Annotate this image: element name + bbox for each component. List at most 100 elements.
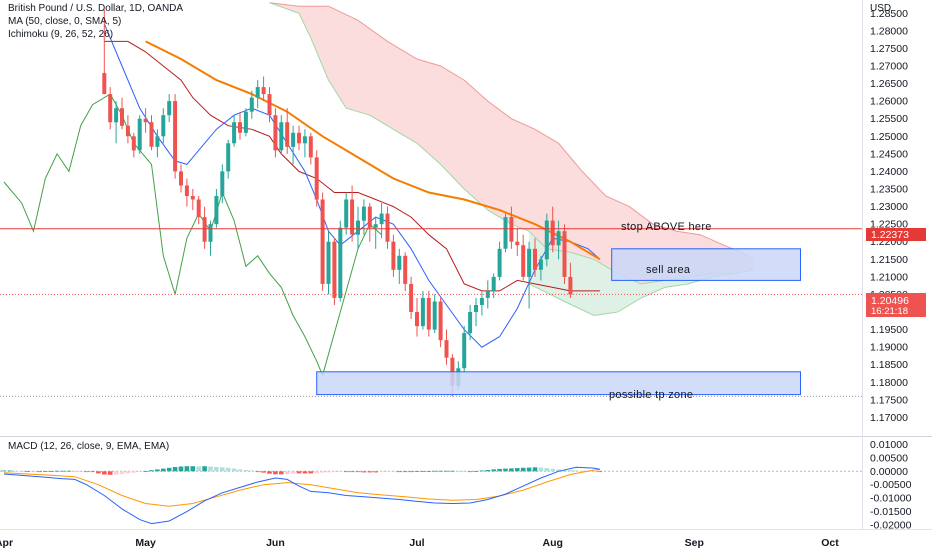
price-tick-label: 1.19500 xyxy=(870,324,908,336)
macd-histogram-bar xyxy=(19,471,24,472)
candle-body xyxy=(338,227,343,298)
price-tick-label: 1.27500 xyxy=(870,43,908,55)
stop-price-text: 1.22373 xyxy=(871,229,909,241)
currency-label: USD xyxy=(870,3,891,14)
macd-histogram-bar xyxy=(408,471,414,473)
macd-histogram-bar xyxy=(166,467,172,472)
macd-histogram-bar xyxy=(355,471,361,473)
macd-legend[interactable]: MACD (12, 26, close, 9, EMA, EMA) xyxy=(8,441,169,452)
macd-histogram-bar xyxy=(574,470,579,472)
macd-histogram-bar xyxy=(54,470,60,472)
macd-histogram-bar xyxy=(84,471,89,473)
time-tick-label: Aug xyxy=(542,537,562,549)
ma-legend[interactable]: MA (50, close, 0, SMA, 5) xyxy=(8,16,121,27)
time-tick-label: May xyxy=(135,537,156,549)
candle-body xyxy=(102,73,107,95)
candle-body xyxy=(556,231,561,246)
candle-body xyxy=(538,259,543,270)
candle-body xyxy=(391,241,396,270)
macd-histogram-bar xyxy=(343,471,349,473)
macd-histogram-bar xyxy=(420,471,426,472)
ichimoku-legend[interactable]: Ichimoku (9, 26, 52, 26) xyxy=(8,29,113,40)
macd-histogram-bar xyxy=(515,468,520,472)
candle-body xyxy=(285,122,290,147)
candle-body xyxy=(503,217,508,249)
macd-histogram-bar xyxy=(332,471,337,473)
candle-body xyxy=(226,143,231,172)
macd-histogram-bar xyxy=(208,466,213,472)
macd-histogram-bar xyxy=(102,471,107,475)
macd-histogram-bar xyxy=(556,469,561,472)
macd-histogram-bar xyxy=(1,470,7,472)
macd-histogram-bar xyxy=(107,471,113,475)
sell-annotation: sell area xyxy=(646,264,691,276)
price-tick-label: 1.25500 xyxy=(870,113,908,125)
price-tick-label: 1.21000 xyxy=(870,271,908,283)
candle-body xyxy=(161,115,166,137)
macd-histogram-bar xyxy=(367,471,373,473)
symbol-title[interactable]: British Pound / U.S. Dollar, 1D, OANDA xyxy=(8,3,183,14)
macd-histogram-bar xyxy=(48,471,54,472)
candle-body xyxy=(432,301,437,330)
macd-histogram-bar xyxy=(456,471,461,472)
countdown-text: 16:21:18 xyxy=(871,306,908,317)
macd-histogram-bar xyxy=(184,466,190,472)
candle-body xyxy=(438,301,443,341)
candle-body xyxy=(509,217,514,242)
macd-pane[interactable] xyxy=(0,437,862,529)
macd-histogram-bar xyxy=(414,471,420,472)
candle-body xyxy=(155,136,160,147)
macd-histogram-bar xyxy=(361,471,367,473)
macd-histogram-bar xyxy=(279,471,284,475)
macd-histogram-bar xyxy=(119,471,125,474)
price-tick-label: 1.28500 xyxy=(870,8,908,20)
macd-histogram-bar xyxy=(349,471,355,473)
macd-histogram-bar xyxy=(597,471,603,473)
macd-tick-label: -0.00500 xyxy=(870,479,912,491)
macd-tick-label: -0.01500 xyxy=(870,506,912,518)
candle-body xyxy=(202,217,207,242)
price-levels xyxy=(0,228,862,397)
price-tick-label: 1.25000 xyxy=(870,131,908,143)
macd-histogram-bar xyxy=(591,471,597,473)
candle-body xyxy=(220,171,225,196)
macd-histogram-bar xyxy=(438,470,443,472)
price-tick-label: 1.18000 xyxy=(870,377,908,389)
trade-zones[interactable] xyxy=(316,248,802,396)
stop-price-badge xyxy=(866,228,926,241)
macd-histogram-bar xyxy=(60,470,66,472)
candle-body xyxy=(385,213,390,242)
macd-histogram-bar xyxy=(214,467,219,472)
macd-tick-label: -0.02000 xyxy=(870,520,912,532)
price-axis[interactable]: 1.28500 1.28000 1.27500 1.27000 1.26500 1.260… xyxy=(870,8,912,532)
macd-histogram-bar xyxy=(579,470,585,472)
candle-body xyxy=(497,248,502,277)
macd-tick-label: 0.00000 xyxy=(870,466,908,478)
macd-histogram-bar xyxy=(473,471,479,472)
macd-histogram-bar xyxy=(450,470,455,472)
candle-body xyxy=(238,122,242,133)
candle-body xyxy=(550,220,555,246)
macd-histogram-bar xyxy=(13,470,19,472)
candle-body xyxy=(184,185,189,196)
macd-histogram-bar xyxy=(314,471,319,473)
macd-histogram-bar xyxy=(550,468,555,472)
macd-histogram-bar xyxy=(497,468,502,472)
macd-histogram-bar xyxy=(43,471,48,472)
candle-body xyxy=(373,224,378,228)
candle-body xyxy=(468,312,473,334)
candle-body xyxy=(361,206,366,221)
candle-body xyxy=(173,101,178,172)
macd-histogram-bar xyxy=(326,471,331,473)
macd-histogram-bar xyxy=(379,471,384,473)
candle-body xyxy=(261,87,266,95)
candle-body xyxy=(273,115,278,151)
time-axis[interactable]: Apr May Jun Jul Aug Sep Oct xyxy=(0,537,839,549)
candle-body xyxy=(474,305,478,312)
candle-body xyxy=(444,340,449,358)
candlesticks xyxy=(102,9,573,397)
price-tick-label: 1.26000 xyxy=(870,96,908,108)
time-tick-label: Oct xyxy=(821,537,839,549)
candle-body xyxy=(568,276,573,295)
